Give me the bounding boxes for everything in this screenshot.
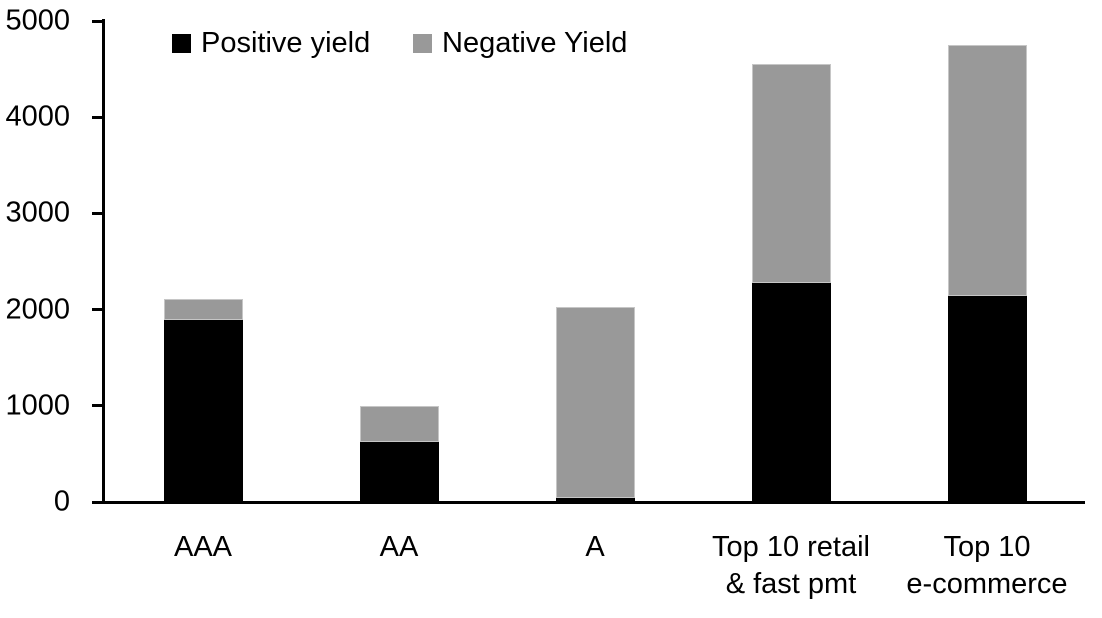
y-tick-label: 4000 bbox=[5, 100, 70, 133]
y-tick-label: 3000 bbox=[5, 196, 70, 229]
y-tick-label: 0 bbox=[53, 485, 70, 518]
x-category-label: AA bbox=[379, 531, 419, 563]
y-tick-mark bbox=[92, 115, 105, 119]
y-tick-mark bbox=[92, 404, 105, 408]
bar-segment-negative bbox=[947, 45, 1027, 297]
y-tick-mark bbox=[92, 500, 105, 504]
x-axis-line bbox=[92, 501, 1085, 504]
y-axis-labels: 0 1000 2000 3000 4000 5000 bbox=[0, 0, 70, 618]
y-tick-label: 2000 bbox=[5, 293, 70, 326]
bar-segment-positive bbox=[163, 320, 243, 502]
legend-item-positive: Positive yield bbox=[172, 25, 370, 61]
bar-segment-negative bbox=[359, 405, 439, 443]
y-axis-line bbox=[102, 19, 105, 504]
x-category-label: Top 10 retail & fast pmt bbox=[712, 531, 870, 600]
plot-area bbox=[105, 21, 1085, 502]
legend-label-negative: Negative Yield bbox=[442, 26, 628, 59]
legend-item-negative: Negative Yield bbox=[413, 25, 627, 61]
bar-segment-negative bbox=[163, 299, 243, 321]
x-category-label: Top 10 e-commerce bbox=[906, 531, 1068, 600]
positive-yield-swatch-icon bbox=[172, 33, 191, 53]
bar-segment-negative bbox=[751, 64, 831, 283]
bar-segment-negative bbox=[555, 306, 635, 499]
y-tick-mark bbox=[92, 308, 105, 312]
x-category-label: AAA bbox=[173, 531, 233, 563]
bar-segment-positive bbox=[359, 442, 439, 502]
bar-segment-positive bbox=[555, 498, 635, 502]
bar-segment-positive bbox=[947, 296, 1027, 502]
y-tick-label: 1000 bbox=[5, 389, 70, 422]
y-tick-mark bbox=[92, 211, 105, 215]
y-tick-mark bbox=[92, 19, 105, 23]
bar-segment-positive bbox=[751, 282, 831, 502]
legend-label-positive: Positive yield bbox=[201, 26, 371, 59]
y-tick-label: 5000 bbox=[5, 4, 70, 37]
x-category-label: A bbox=[585, 531, 605, 563]
negative-yield-swatch-icon bbox=[413, 33, 432, 53]
